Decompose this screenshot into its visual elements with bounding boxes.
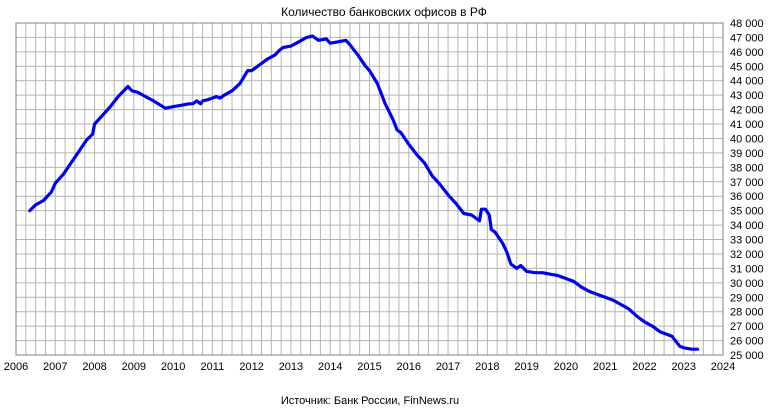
y-tick-label: 36 000 <box>730 191 764 203</box>
series-line <box>28 34 700 351</box>
x-tick-label: 2011 <box>201 361 225 373</box>
y-tick-label: 29 000 <box>730 292 764 304</box>
y-tick-label: 27 000 <box>730 321 764 333</box>
y-tick-label: 33 000 <box>730 235 764 247</box>
y-tick-label: 40 000 <box>730 133 764 145</box>
y-tick-label: 46 000 <box>730 47 764 59</box>
x-tick-label: 2016 <box>397 361 421 373</box>
chart-title: Количество банковских офисов в РФ <box>281 5 487 19</box>
x-tick-label: 2015 <box>357 361 381 373</box>
x-tick-label: 2020 <box>554 361 578 373</box>
x-tick-label: 2014 <box>318 361 342 373</box>
x-tick-label: 2013 <box>279 361 303 373</box>
x-tick-label: 2023 <box>671 361 695 373</box>
y-tick-label: 25 000 <box>730 350 764 362</box>
y-tick-label: 44 000 <box>730 76 764 88</box>
y-tick-label: 38 000 <box>730 162 764 174</box>
series-group <box>28 34 700 351</box>
x-tick-label: 2018 <box>475 361 499 373</box>
y-tick-label: 30 000 <box>730 278 764 290</box>
chart-grid <box>15 22 724 356</box>
y-tick-label: 41 000 <box>730 119 764 131</box>
x-tick-label: 2022 <box>632 361 656 373</box>
y-tick-label: 43 000 <box>730 90 764 102</box>
x-tick-label: 2012 <box>239 361 263 373</box>
x-tick-label: 2021 <box>593 361 617 373</box>
x-axis: 2006 2007 2008 2009 2010 2011 2012 2013 2014 2015… <box>4 361 735 373</box>
y-tick-label: 34 000 <box>730 220 764 232</box>
x-tick-label: 2007 <box>43 361 67 373</box>
y-tick-label: 31 000 <box>730 263 764 275</box>
y-tick-label: 35 000 <box>730 206 764 218</box>
y-tick-label: 32 000 <box>730 249 764 261</box>
x-tick-label: 2024 <box>711 361 735 373</box>
x-tick-label: 2008 <box>82 361 106 373</box>
y-tick-label: 48 000 <box>730 18 764 30</box>
x-tick-label: 2017 <box>436 361 460 373</box>
y-tick-label: 39 000 <box>730 148 764 160</box>
y-tick-label: 45 000 <box>730 61 764 73</box>
y-tick-label: 42 000 <box>730 105 764 117</box>
x-tick-label: 2009 <box>122 361 146 373</box>
y-tick-label: 37 000 <box>730 177 764 189</box>
y-tick-label: 26 000 <box>730 336 764 348</box>
x-tick-label: 2019 <box>514 361 538 373</box>
x-tick-label: 2006 <box>4 361 28 373</box>
y-tick-label: 28 000 <box>730 307 764 319</box>
x-tick-label: 2010 <box>161 361 185 373</box>
plot-border <box>15 22 724 356</box>
plot-frame <box>15 22 724 356</box>
y-axis: 25 000 26 000 27 000 28 000 29 000 30 000 31 0… <box>730 18 764 362</box>
y-tick-label: 47 000 <box>730 32 764 44</box>
chart-source-note: Источник: Банк России, FinNews.ru <box>281 395 459 407</box>
